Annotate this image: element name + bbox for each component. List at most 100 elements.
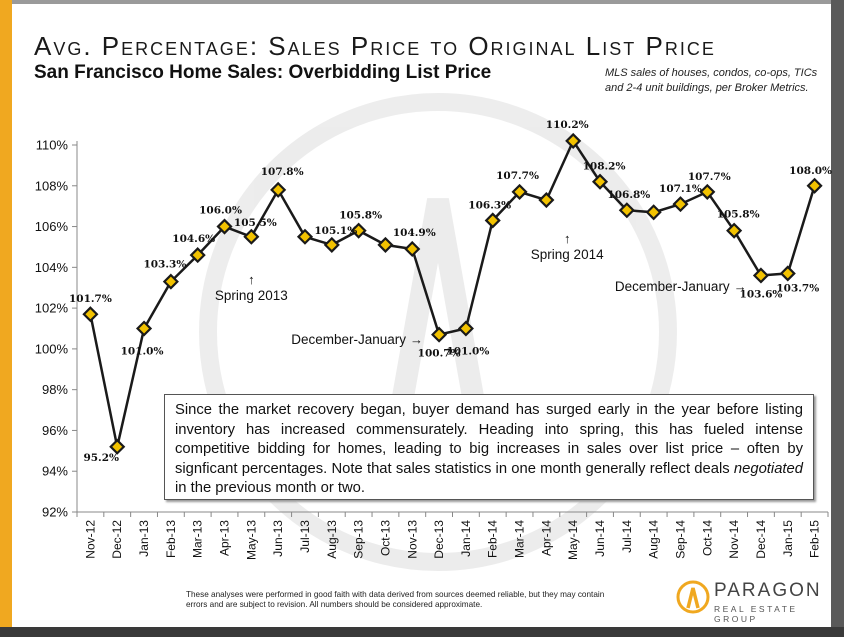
data-point-marker [457,320,474,337]
logo-tagline: REAL ESTATE GROUP [714,604,798,624]
data-label: 104.9% [393,227,436,239]
data-label: 105.5% [234,217,277,229]
x-tick-label: Sep-14 [673,520,687,559]
x-tick-label: Dec-13 [432,520,446,559]
data-label: 100.7% [418,348,461,360]
x-tick-label: Mar-14 [513,520,527,558]
info-box: Since the market recovery began, buyer d… [164,394,814,500]
data-point-marker [404,240,421,258]
data-label: 101.7% [69,293,112,305]
data-point-marker [377,236,394,253]
data-point-marker [511,183,528,200]
chart-title: Avg. Percentage: Sales Price to Original… [34,31,716,61]
data-point-marker [109,438,126,455]
data-label: 107.7% [688,171,731,183]
chart-subtitle: San Francisco Home Sales: Overbidding Li… [34,62,492,83]
data-label: 110.2% [546,119,589,131]
data-label: 107.8% [261,166,304,178]
data-point-marker [350,222,367,239]
y-tick-label: 92% [42,505,68,520]
paragon-logo-icon [676,580,710,614]
info-text-emphasis: negotiated [733,460,803,477]
data-point-marker [565,132,582,149]
data-point-marker [484,212,501,229]
annotation-label: Spring 2013 [215,288,288,303]
x-tick-label: Apr-14 [539,520,553,556]
x-tick-label: Dec-12 [110,520,124,559]
annotation-arrow-right: → [410,332,423,347]
data-label: 103.3% [143,259,186,271]
data-point-marker [162,273,179,290]
frame-top-border [12,0,831,4]
data-point-marker [296,228,314,245]
data-label: 107.1% [659,183,702,195]
x-tick-label: Oct-14 [700,520,714,556]
data-label: 103.7% [776,282,819,294]
data-point-marker [270,181,287,198]
x-tick-label: Jun-13 [271,520,285,557]
source-note: MLS sales of houses, condos, co-ops, TIC… [605,67,818,94]
data-point-marker [189,247,206,264]
data-label: 106.3% [468,199,511,211]
x-tick-label: Jun-14 [593,520,607,557]
data-point-marker [779,265,796,282]
data-label: 95.2% [83,452,119,464]
data-point-marker [591,173,609,190]
data-point-marker [645,204,662,221]
y-tick-label: 94% [42,464,68,479]
data-point-marker [323,236,340,253]
y-tick-label: 96% [42,423,68,438]
data-label: 105.8% [717,209,760,221]
x-tick-label: Sep-13 [352,520,366,559]
data-point-marker [752,267,770,284]
data-point-marker [699,183,716,200]
y-tick-label: 104% [35,260,69,275]
frame-bottom-border [0,627,844,637]
x-tick-label: Feb-13 [164,520,178,558]
annotation-label: Spring 2014 [531,247,604,262]
y-tick-label: 100% [35,341,69,356]
data-label: 108.2% [583,161,626,173]
watermark-logo [199,93,677,571]
annotation-label: December-January [615,279,730,294]
frame-left-accent [0,0,12,637]
x-tick-label: Nov-13 [405,520,419,559]
x-tick-label: Nov-14 [727,520,741,559]
data-point-marker [672,196,689,213]
y-tick-label: 108% [35,178,69,193]
annotation-label: December-January [291,332,406,347]
info-text-after: in the previous month or two. [175,480,365,496]
x-tick-label: Aug-14 [647,520,661,559]
data-label: 101.0% [446,346,489,358]
data-label: 107.7% [496,170,539,182]
x-tick-label: May-13 [244,520,258,560]
paragon-logo: PARAGON REAL ESTATE GROUP [676,578,826,624]
y-tick-label: 98% [42,382,68,397]
data-label: 105.1% [314,225,357,237]
x-tick-label: Apr-13 [218,520,232,556]
data-point-marker [726,222,743,239]
data-label: 103.6% [740,288,783,300]
annotation-arrow-right: → [734,279,747,294]
annotation-arrow-up: ↑ [248,272,255,287]
data-label: 106.8% [607,189,650,201]
x-tick-label: Jan-14 [459,520,473,557]
x-tick-label: Dec-14 [754,520,768,559]
disclaimer: These analyses were performed in good fa… [186,590,605,609]
data-point-marker [806,177,823,194]
frame-right-border [831,0,844,637]
data-label: 106.0% [199,205,242,217]
data-point-marker [618,202,635,219]
x-tick-label: Jul-13 [298,520,312,553]
data-label: 101.0% [121,346,164,358]
x-tick-label: Oct-13 [378,520,392,556]
data-label: 108.0% [789,165,832,177]
x-tick-label: May-14 [566,520,580,560]
x-tick-label: Mar-13 [191,520,205,558]
data-point-marker [431,326,448,343]
x-tick-label: Aug-13 [325,520,339,559]
y-tick-label: 110% [36,138,69,153]
x-tick-label: Jan-15 [781,520,795,557]
x-tick-label: Nov-12 [83,520,97,559]
